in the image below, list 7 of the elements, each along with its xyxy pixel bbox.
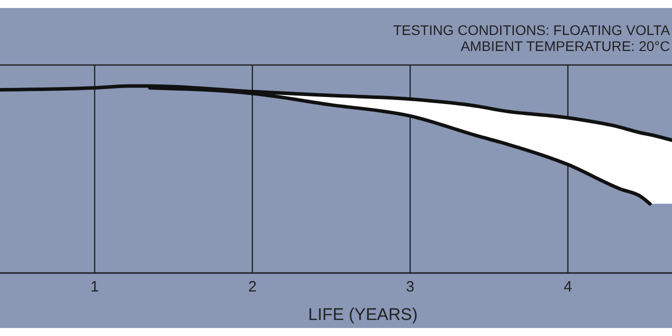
- x-tick-label: 2: [248, 278, 257, 296]
- x-tick-label: 3: [406, 278, 414, 296]
- x-axis-title: LIFE (YEARS): [308, 305, 418, 324]
- x-tick-label: 1: [90, 278, 99, 296]
- x-tick-label: 4: [564, 278, 572, 296]
- text: TESTING CONDITIONS: FLOATING VOLTA: [393, 22, 671, 38]
- text: AMBIENT TEMPERATURE: 20°C: [460, 38, 670, 54]
